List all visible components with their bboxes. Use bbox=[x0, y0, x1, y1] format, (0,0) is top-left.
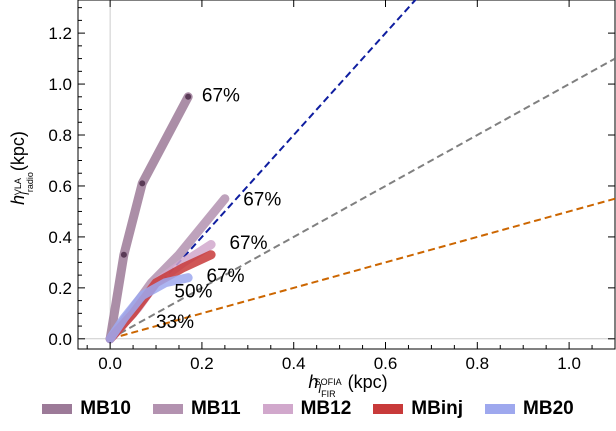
annotation-label-2: 67% bbox=[243, 190, 281, 211]
annotation-label-1: 67% bbox=[202, 85, 240, 106]
legend-label-mbinj: MBinj bbox=[411, 398, 464, 419]
legend-swatch-mb10 bbox=[42, 404, 73, 414]
plot-frame bbox=[77, 0, 616, 350]
reference-line-1 bbox=[109, 0, 417, 340]
marker-mb10-2 bbox=[139, 180, 146, 187]
y-tick-label-3: 0.6 bbox=[48, 177, 72, 196]
y-tick-label-6: 1.2 bbox=[48, 24, 72, 43]
legend-item-mb10: MB10 bbox=[42, 398, 131, 420]
legend-label-mb12: MB12 bbox=[300, 398, 352, 419]
y-tick-label-1: 0.2 bbox=[48, 279, 72, 298]
y-tick-label-2: 0.4 bbox=[48, 228, 72, 247]
x-tick-label-1: 0.2 bbox=[190, 354, 214, 373]
legend-item-mb11: MB11 bbox=[152, 398, 241, 420]
marker-mb10-3 bbox=[185, 93, 192, 100]
annotation-label-5: 50% bbox=[174, 281, 212, 302]
legend-label-mb11: MB11 bbox=[190, 398, 241, 419]
y-tick-label-0: 0.0 bbox=[48, 330, 72, 349]
x-tick-label-2: 0.4 bbox=[282, 354, 306, 373]
legend: MB10 MB11 MB12 MBinj MB20 bbox=[0, 394, 616, 424]
x-axis-title: hlFIRSOFIA (kpc) bbox=[308, 372, 387, 399]
y-axis-title: hlradioVLA(kpc) bbox=[8, 131, 35, 205]
legend-swatch-mbinj bbox=[373, 404, 404, 414]
series-layer bbox=[105, 92, 230, 344]
y-tick-label-5: 1.0 bbox=[48, 75, 72, 94]
x-tick-label-4: 0.8 bbox=[465, 354, 489, 373]
legend-swatch-mb20 bbox=[485, 404, 516, 414]
legend-item-mb20: MB20 bbox=[485, 398, 574, 420]
annotation-label-6: 33% bbox=[156, 312, 194, 333]
zero-axes bbox=[78, 0, 615, 349]
x-tick-label-5: 1.0 bbox=[557, 354, 581, 373]
legend-swatch-mb12 bbox=[262, 404, 293, 414]
legend-label-mb20: MB20 bbox=[523, 398, 574, 419]
series-mb20 bbox=[105, 273, 193, 344]
annotation-label-3: 67% bbox=[229, 233, 267, 254]
x-tick-label-0: 0.0 bbox=[98, 354, 122, 373]
marker-mb10-1 bbox=[120, 251, 127, 258]
legend-item-mb12: MB12 bbox=[262, 398, 352, 420]
y-tick-label-4: 0.8 bbox=[48, 126, 72, 145]
legend-swatch-mb11 bbox=[152, 404, 183, 414]
x-tick-label-3: 0.6 bbox=[374, 354, 398, 373]
plot-border bbox=[77, 0, 616, 350]
annotation-label-4: 67% bbox=[207, 266, 245, 287]
reference-line-2 bbox=[109, 57, 615, 340]
series-mb10 bbox=[105, 92, 193, 344]
legend-item-mbinj: MBinj bbox=[373, 398, 463, 420]
annotations-layer: 67%67%67%67%50%33% bbox=[156, 85, 281, 333]
legend-label-mb10: MB10 bbox=[80, 398, 131, 419]
reference-lines bbox=[109, 0, 615, 340]
ticks-layer: 0.0 0.2 0.4 0.6 0.8 1.0 0.0 0.2 0.4 0.6 0.8 1.0 1.2 bbox=[48, 0, 615, 373]
